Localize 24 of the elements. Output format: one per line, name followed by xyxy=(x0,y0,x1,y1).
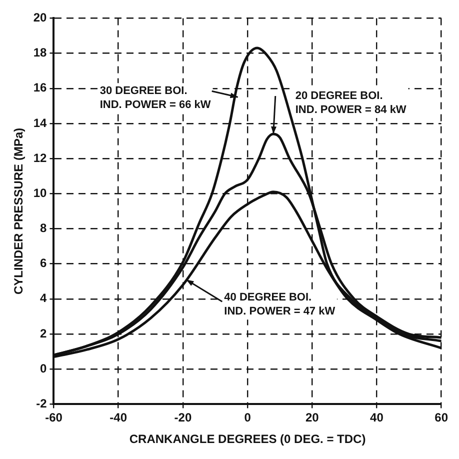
y-tick-label: 2 xyxy=(40,326,48,340)
y-tick-label: 8 xyxy=(40,221,48,236)
annotation: 20 DEGREE BOI. IND. POWER = 84 kW xyxy=(295,90,407,116)
x-tick-label: 0 xyxy=(244,410,252,425)
annotation: 40 DEGREE BOI. IND. POWER = 47 kW xyxy=(224,292,336,318)
y-tick-label: 12 xyxy=(33,150,48,165)
y-tick-label: -2 xyxy=(36,396,48,411)
x-axis-title: CRANKANGLE DEGREES (0 DEG. = TDC) xyxy=(129,432,366,446)
y-tick-label: 14 xyxy=(33,116,48,130)
annotation: 30 DEGREE BOI. IND. POWER = 66 kW xyxy=(100,85,212,112)
x-tick-label: 40 xyxy=(370,410,384,425)
y-axis-title: CYLINDER PRESSURE (MPa) xyxy=(12,128,26,295)
y-tick-label: 16 xyxy=(33,80,48,95)
y-tick-label: 6 xyxy=(40,256,48,270)
y-tick-label: 10 xyxy=(33,186,48,200)
x-tick-label: -40 xyxy=(110,410,128,425)
x-tick-label: 20 xyxy=(305,410,320,425)
x-tick-label: 60 xyxy=(434,410,448,425)
y-tick-label: 18 xyxy=(33,46,48,60)
x-tick-label: -60 xyxy=(45,410,63,425)
y-tick-label: 0 xyxy=(40,361,48,376)
x-tick-label: -20 xyxy=(174,410,192,425)
y-tick-label: 4 xyxy=(40,291,48,306)
y-tick-label: 20 xyxy=(33,10,48,25)
